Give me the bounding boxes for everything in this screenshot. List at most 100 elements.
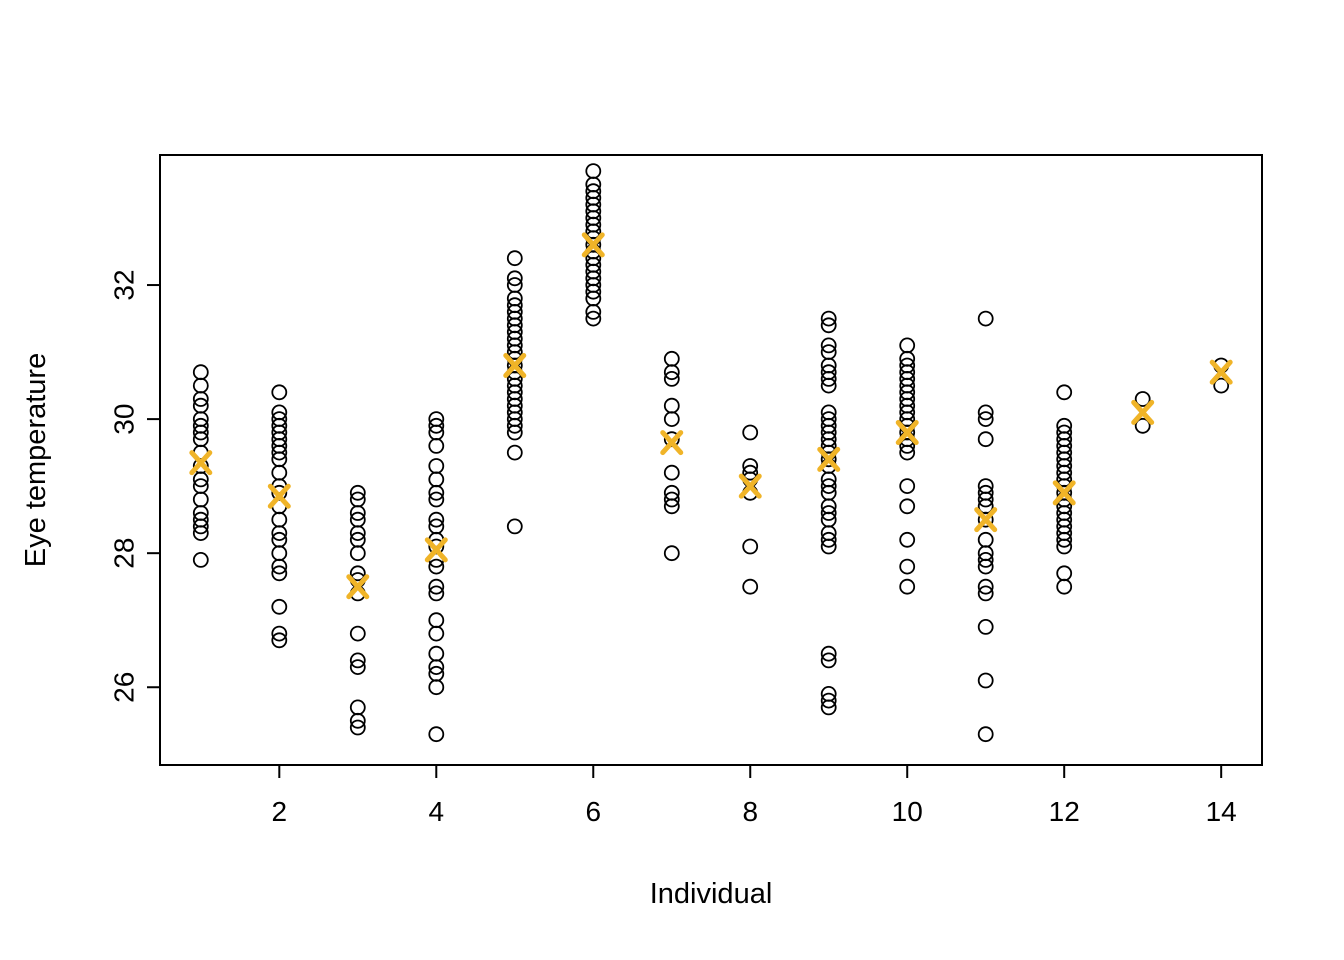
x-tick-label: 6	[585, 796, 601, 827]
data-point	[1056, 565, 1073, 582]
data-point	[271, 511, 288, 528]
data-point	[977, 511, 994, 528]
data-point	[428, 585, 445, 602]
data-point	[899, 578, 916, 595]
data-point	[899, 444, 916, 461]
data-point	[977, 672, 994, 689]
data-point	[506, 424, 523, 441]
data-point	[899, 337, 916, 354]
data-point	[271, 464, 288, 481]
mean-x-marker	[1052, 480, 1076, 506]
data-point	[192, 518, 209, 535]
data-point	[428, 471, 445, 488]
data-point	[820, 538, 837, 555]
data-point	[899, 558, 916, 575]
data-point	[820, 370, 837, 387]
data-point	[1134, 417, 1151, 434]
data-point	[663, 411, 680, 428]
data-point	[663, 397, 680, 414]
mean-x-marker	[503, 352, 527, 378]
data-point	[820, 645, 837, 662]
mean-x-marker	[581, 232, 605, 258]
data-point	[506, 444, 523, 461]
data-point	[349, 545, 366, 562]
data-point	[192, 552, 209, 568]
data-point	[820, 692, 837, 709]
data-point	[663, 498, 680, 515]
y-tick-label: 26	[109, 672, 140, 703]
y-tick-label: 28	[109, 538, 140, 569]
data-point	[192, 491, 209, 508]
data-point	[271, 565, 288, 582]
data-point	[820, 478, 837, 495]
y-axis-label: Eye temperature	[20, 353, 52, 567]
data-point	[349, 652, 366, 669]
data-point	[663, 491, 680, 508]
data-point	[271, 444, 288, 461]
x-tick-label: 12	[1049, 796, 1080, 827]
data-point	[977, 431, 994, 448]
data-point	[506, 250, 523, 267]
data-point	[899, 437, 916, 454]
x-tick-label: 2	[272, 796, 288, 827]
data-point	[977, 411, 994, 428]
data-point	[585, 303, 602, 320]
data-point	[742, 424, 759, 441]
data-point	[428, 612, 445, 629]
data-point	[349, 505, 366, 521]
data-point	[428, 659, 445, 675]
data-point	[820, 652, 837, 669]
data-point	[506, 270, 523, 287]
data-point	[977, 585, 994, 602]
data-point	[977, 531, 994, 548]
data-point	[820, 317, 837, 334]
data-point	[192, 377, 209, 394]
y-tick-label: 32	[109, 269, 140, 300]
mean-x-marker	[895, 420, 919, 446]
data-point	[271, 632, 288, 649]
data-point	[349, 565, 366, 582]
data-point	[820, 531, 837, 548]
data-point	[428, 511, 445, 528]
data-point	[899, 478, 916, 495]
plot-box	[159, 154, 1263, 766]
data-point	[742, 538, 759, 555]
mean-x-marker	[189, 450, 213, 476]
data-point	[349, 699, 366, 716]
data-point	[820, 310, 837, 327]
data-point	[428, 437, 445, 454]
data-point	[1056, 531, 1073, 548]
mean-x-marker	[1131, 399, 1155, 425]
data-point	[742, 464, 759, 481]
mean-x-marker	[974, 507, 998, 533]
mean-x-marker	[346, 574, 370, 600]
x-tick-label: 4	[428, 796, 444, 827]
data-point	[428, 726, 445, 743]
data-point	[899, 531, 916, 548]
data-point	[977, 310, 994, 327]
mean-x-marker	[660, 430, 684, 456]
mean-x-marker	[817, 446, 841, 472]
mean-x-marker	[1209, 359, 1233, 385]
data-point	[428, 558, 445, 575]
data-point	[899, 498, 916, 515]
data-point	[428, 645, 445, 662]
data-point	[585, 163, 602, 180]
mean-x-marker	[267, 483, 291, 509]
data-point	[663, 350, 680, 367]
data-point	[428, 491, 445, 508]
data-point	[428, 625, 445, 642]
mean-x-marker	[424, 537, 448, 563]
data-point	[428, 578, 445, 595]
data-point	[663, 370, 680, 387]
data-point	[428, 458, 445, 474]
data-point	[663, 364, 680, 381]
data-point	[349, 484, 366, 501]
data-point	[192, 525, 209, 541]
data-point	[428, 417, 445, 434]
y-tick-label: 30	[109, 404, 140, 435]
data-point	[349, 659, 366, 675]
data-point	[820, 451, 837, 468]
